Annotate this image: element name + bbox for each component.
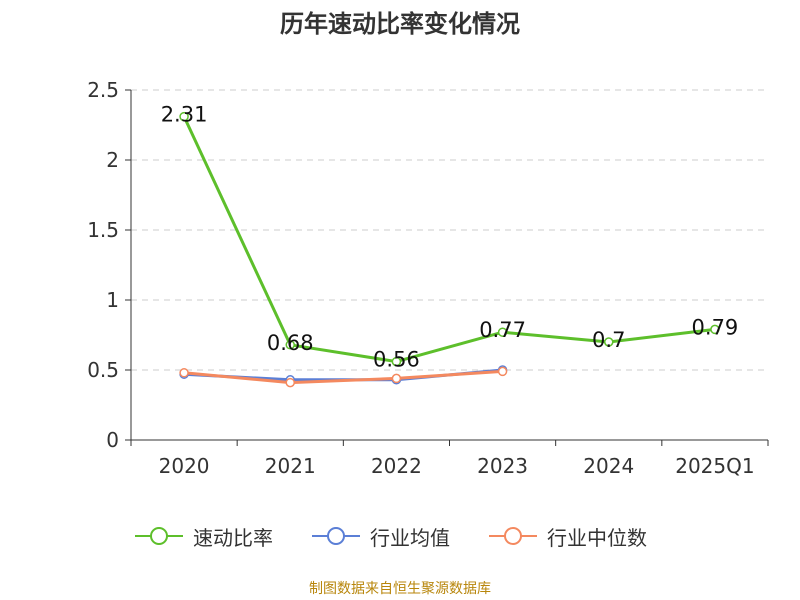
- x-tick-label: 2023: [477, 454, 528, 478]
- line-chart: 0 0.5 1 1.5 2 2.5 2020 2021 2022 2023 2024 2025Q1 2.…: [87, 78, 769, 478]
- data-label: 0.68: [267, 331, 314, 355]
- legend-label-industry-mean: 行业均值: [370, 525, 450, 550]
- data-point: [179, 111, 189, 122]
- source-note: 制图数据来自恒生聚源数据库: [309, 581, 491, 597]
- data-point: [391, 356, 402, 367]
- x-tick-label: 2020: [159, 454, 210, 478]
- data-label: 0.7: [592, 328, 625, 352]
- data-label: 0.56: [373, 348, 420, 372]
- legend-marker-industry-mean: [312, 527, 360, 545]
- legend: 速动比率 行业均值 行业中位数: [0, 520, 800, 552]
- legend-item-industry-mean[interactable]: 行业均值: [310, 520, 450, 552]
- legend-marker-quick-ratio: [135, 527, 183, 545]
- data-point: [179, 368, 189, 378]
- legend-item-industry-median[interactable]: 行业中位数: [487, 520, 647, 552]
- legend-marker-industry-median: [489, 527, 537, 545]
- x-tick-label: 2021: [265, 454, 316, 478]
- y-tick-label: 2.5: [87, 78, 119, 102]
- series-line: [183, 369, 503, 385]
- data-label: 0.79: [692, 315, 739, 339]
- data-point: [285, 377, 295, 388]
- data-point: [604, 337, 614, 347]
- x-tick-label: 2022: [371, 454, 422, 478]
- x-tick-label: 2024: [583, 454, 634, 478]
- data-label: 0.77: [479, 318, 526, 342]
- y-tick-label: 1.5: [87, 218, 119, 242]
- y-tick-label: 2: [106, 148, 119, 172]
- data-point: [285, 340, 295, 350]
- legend-label-industry-median: 行业中位数: [547, 525, 647, 550]
- series-line: [182, 115, 716, 364]
- x-tick-label: 2025Q1: [675, 454, 754, 478]
- data-label: 2.31: [161, 103, 208, 127]
- y-tick-label: 1: [106, 288, 119, 312]
- legend-item-quick-ratio[interactable]: 速动比率: [133, 520, 273, 552]
- chart-title: 历年速动比率变化情况: [280, 10, 520, 38]
- legend-label-quick-ratio: 速动比率: [193, 525, 273, 550]
- data-point: [497, 327, 508, 337]
- data-point: [710, 324, 720, 335]
- y-tick-label: 0: [106, 428, 119, 452]
- data-point: [391, 373, 402, 384]
- y-tick-label: 0.5: [87, 358, 119, 382]
- data-point: [497, 366, 508, 377]
